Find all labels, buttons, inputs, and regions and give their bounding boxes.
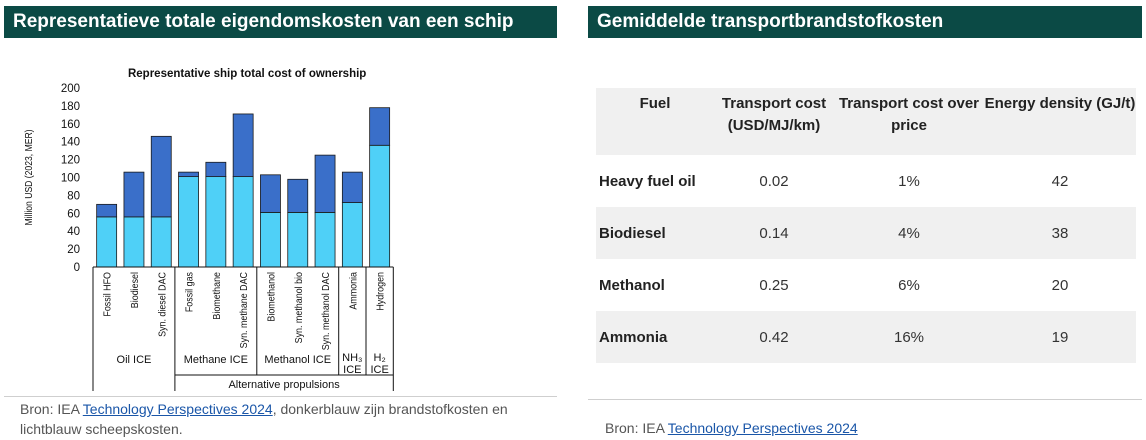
bar-ship-cost: [150, 216, 172, 268]
bar-ship-cost: [96, 216, 118, 268]
supergroup-label: Alternative propulsions: [228, 379, 340, 391]
y-tick-label: 140: [61, 137, 80, 149]
table-cell-transport-cost: 0.42: [714, 311, 834, 363]
bar-fuel-cost: [260, 174, 281, 213]
table-cell-energy-density: 38: [984, 207, 1136, 259]
right-panel-source: Bron: IEA Technology Perspectives 2024: [605, 418, 1125, 438]
table-cell-cost-over-price: 6%: [898, 276, 920, 294]
source-link[interactable]: Technology Perspectives 2024: [82, 401, 273, 417]
left-panel-title: Representatieve totale eigendomskosten v…: [4, 6, 557, 38]
fuel-cost-table: Fuel Transport cost (USD/MJ/km) Transpor…: [596, 88, 1136, 363]
bar-fuel-cost: [287, 178, 309, 213]
x-tick-label: Fossil gas: [184, 272, 196, 312]
bar-fuel-cost: [96, 203, 118, 218]
table-cell-cost-over-price: 1%: [898, 172, 920, 190]
x-tick-label: Ammonia: [348, 271, 360, 309]
x-tick-label: Biomethanol: [266, 272, 278, 322]
bar-fuel-cost: [232, 113, 254, 178]
table-cell-energy-density: 42: [1051, 172, 1069, 190]
table-cell-transport-cost: 0.14: [714, 207, 834, 259]
table-header-transport-cost: Transport cost (USD/MJ/km): [714, 88, 834, 155]
table-cell-fuel: Biodiesel: [596, 207, 714, 259]
bar-fuel-cost: [123, 171, 145, 218]
table-header-energy-density: Energy density (GJ/t): [984, 88, 1136, 155]
table-cell-fuel: Heavy fuel oil: [599, 172, 696, 190]
ship-tco-chart: Representative ship total cost of owners…: [23, 68, 394, 391]
bar-fuel-cost: [178, 171, 199, 178]
x-tick-label: Syn. methanol DAC: [320, 272, 332, 350]
table-cell-cost-over-price: 4%: [834, 207, 984, 259]
table-header-row: Fuel Transport cost (USD/MJ/km) Transpor…: [596, 88, 1136, 155]
y-axis-label: Million USD (2023, MER): [23, 129, 35, 225]
group-label: ICE: [343, 364, 361, 376]
source-prefix: Bron: IEA: [20, 401, 83, 417]
y-tick-label: 100: [61, 173, 80, 185]
bar-fuel-cost: [314, 154, 336, 213]
x-tick-label: Hydrogen: [375, 272, 387, 311]
y-tick-label: 0: [74, 262, 80, 274]
y-tick-label: 80: [67, 190, 80, 202]
table-row: Biodiesel 0.14 4% 38: [596, 207, 1136, 259]
table-header-fuel: Fuel: [596, 88, 714, 155]
source-prefix: Bron: IEA: [605, 420, 668, 436]
table-row: Heavy fuel oil 0.02 1% 42: [596, 155, 1136, 207]
x-tick-label: Syn. diesel DAC: [157, 272, 169, 337]
table-cell-fuel: Ammonia: [596, 311, 714, 363]
right-panel-title: Gemiddelde transportbrandstofkosten: [588, 6, 1142, 38]
bar-ship-cost: [205, 176, 227, 268]
y-tick-label: 160: [61, 119, 80, 131]
left-panel-divider: [4, 396, 557, 397]
y-tick-label: 40: [67, 226, 80, 238]
y-tick-label: 200: [61, 83, 80, 95]
bar-fuel-cost: [341, 171, 363, 203]
bar-ship-cost: [260, 212, 281, 268]
right-panel-divider: [588, 399, 1142, 400]
table-row: Methanol 0.25 6% 20: [596, 259, 1136, 311]
table-cell-energy-density: 20: [1051, 276, 1069, 294]
group-label: ICE: [370, 364, 388, 376]
table-cell-cost-over-price: 16%: [834, 311, 984, 363]
table-row: Ammonia 0.42 16% 19: [596, 311, 1136, 363]
x-tick-label: Syn. methanol bio: [293, 272, 305, 343]
bar-fuel-cost: [369, 107, 391, 146]
x-tick-label: Biomethane: [211, 272, 223, 320]
group-label: Oil ICE: [117, 354, 152, 366]
bar-ship-cost: [341, 202, 363, 268]
bar-ship-cost: [232, 176, 254, 268]
bar-ship-cost: [123, 216, 145, 268]
table-cell-transport-cost: 0.02: [759, 172, 789, 190]
y-tick-label: 120: [61, 155, 80, 167]
bar-ship-cost: [314, 212, 336, 268]
table-header-cost-over-price: Transport cost over price: [834, 88, 984, 155]
table-cell-energy-density: 19: [984, 311, 1136, 363]
bar-ship-cost: [178, 176, 199, 268]
chart-title: Representative ship total cost of owners…: [128, 68, 366, 80]
x-tick-label: Syn. methane DAC: [239, 272, 251, 348]
left-panel-source: Bron: IEA Technology Perspectives 2024, …: [20, 399, 560, 439]
group-label: Methanol ICE: [264, 354, 331, 366]
y-tick-label: 20: [67, 244, 80, 256]
y-tick-label: 180: [61, 101, 80, 113]
bar-ship-cost: [287, 212, 309, 268]
bar-ship-cost: [369, 144, 391, 268]
group-label: Methane ICE: [184, 354, 248, 366]
source-suffix: , donkerblauw zijn brandstofkosten en li…: [20, 401, 508, 437]
x-tick-label: Fossil HFO: [102, 272, 114, 317]
table-cell-fuel: Methanol: [599, 276, 665, 294]
bar-fuel-cost: [205, 161, 227, 178]
bar-fuel-cost: [150, 135, 172, 218]
source-link[interactable]: Technology Perspectives 2024: [667, 420, 858, 436]
group-label: NH₃: [342, 352, 362, 364]
x-tick-label: Biodiesel: [129, 272, 141, 308]
group-label: H₂: [374, 352, 386, 364]
y-tick-label: 60: [67, 208, 80, 220]
table-cell-transport-cost: 0.25: [759, 276, 789, 294]
